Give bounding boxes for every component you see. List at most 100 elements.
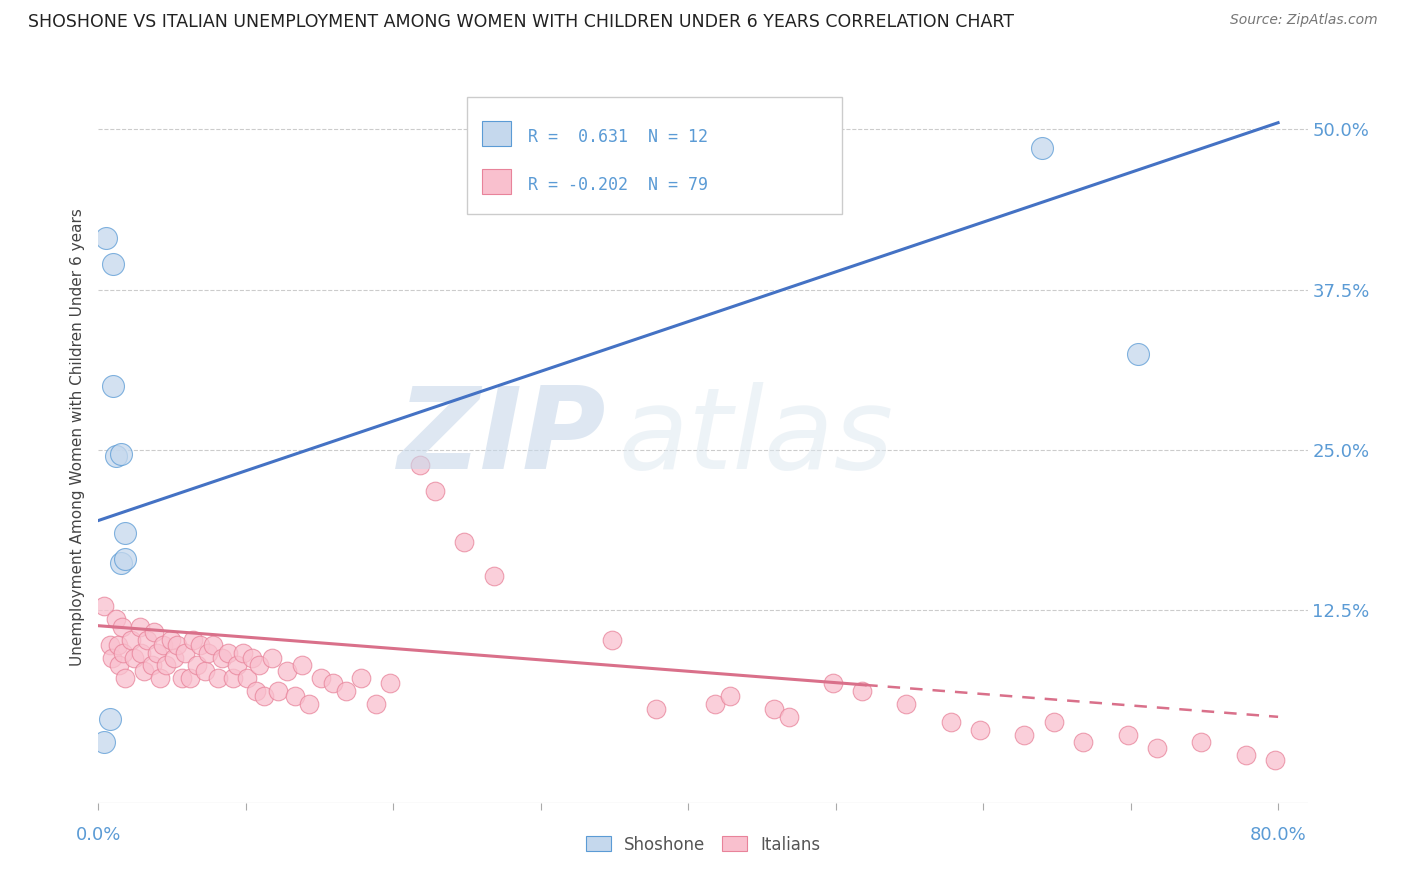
Point [482, 568, 505, 582]
Point [1126, 346, 1149, 360]
FancyBboxPatch shape [482, 169, 512, 194]
Point [276, 664, 298, 678]
Text: ZIP: ZIP [398, 382, 606, 492]
Point [100, 650, 122, 665]
Point [149, 671, 172, 685]
Point [111, 620, 134, 634]
Point [179, 671, 201, 685]
Point [1146, 740, 1168, 755]
Point [112, 646, 135, 660]
Point [159, 632, 181, 647]
Point [322, 676, 344, 690]
Point [226, 658, 249, 673]
Point [194, 664, 217, 678]
Legend: Shoshone, Italians: Shoshone, Italians [579, 829, 827, 860]
Point [221, 671, 243, 685]
Point [380, 676, 402, 690]
Point [778, 710, 800, 724]
Text: R = -0.202  N = 79: R = -0.202 N = 79 [529, 176, 709, 194]
Point [114, 552, 136, 566]
Point [644, 702, 666, 716]
Point [207, 671, 229, 685]
Point [703, 697, 725, 711]
Point [101, 257, 124, 271]
Point [1189, 735, 1212, 749]
Point [1014, 728, 1036, 742]
Point [98, 638, 121, 652]
Point [350, 671, 373, 685]
Point [821, 676, 844, 690]
Text: 0.0%: 0.0% [76, 826, 121, 844]
Point [718, 690, 741, 704]
Point [851, 684, 873, 698]
Point [298, 697, 321, 711]
Point [283, 690, 305, 704]
Point [939, 714, 962, 729]
Point [1264, 754, 1286, 768]
Point [236, 671, 259, 685]
Point [291, 658, 314, 673]
Point [600, 632, 623, 647]
Point [107, 638, 129, 652]
Point [136, 632, 159, 647]
Point [94, 231, 117, 245]
Point [108, 658, 131, 673]
Point [217, 646, 239, 660]
Point [181, 632, 204, 647]
Point [172, 671, 194, 685]
Point [155, 658, 177, 673]
Point [245, 684, 267, 698]
Point [262, 650, 284, 665]
Point [1043, 714, 1066, 729]
Point [122, 650, 145, 665]
Point [188, 638, 211, 652]
Point [143, 625, 166, 640]
Point [101, 378, 124, 392]
Point [1234, 748, 1257, 763]
Point [309, 671, 332, 685]
Point [186, 658, 208, 673]
Text: 80.0%: 80.0% [1250, 826, 1306, 844]
Point [129, 646, 152, 660]
Text: Source: ZipAtlas.com: Source: ZipAtlas.com [1230, 13, 1378, 28]
Point [197, 646, 219, 660]
Point [969, 723, 991, 737]
Point [896, 697, 918, 711]
FancyBboxPatch shape [482, 121, 512, 146]
Point [98, 712, 121, 726]
Point [1073, 735, 1095, 749]
Point [1116, 728, 1139, 742]
FancyBboxPatch shape [467, 97, 842, 214]
Point [114, 671, 136, 685]
Point [134, 664, 156, 678]
Point [453, 535, 475, 549]
Point [364, 697, 387, 711]
Point [267, 684, 290, 698]
Point [114, 526, 136, 541]
Point [141, 658, 163, 673]
Point [93, 735, 115, 749]
Point [202, 638, 225, 652]
Point [110, 447, 132, 461]
Y-axis label: Unemployment Among Women with Children Under 6 years: Unemployment Among Women with Children U… [70, 208, 86, 666]
Point [162, 650, 184, 665]
Point [128, 620, 150, 634]
Text: SHOSHONE VS ITALIAN UNEMPLOYMENT AMONG WOMEN WITH CHILDREN UNDER 6 YEARS CORRELA: SHOSHONE VS ITALIAN UNEMPLOYMENT AMONG W… [28, 13, 1014, 31]
Point [423, 483, 446, 498]
Text: R =  0.631  N = 12: R = 0.631 N = 12 [529, 128, 709, 146]
Point [152, 638, 174, 652]
Point [105, 450, 128, 464]
Point [166, 638, 188, 652]
Point [120, 632, 142, 647]
Point [252, 690, 274, 704]
Point [105, 612, 128, 626]
Point [247, 658, 270, 673]
Point [762, 702, 785, 716]
Point [110, 556, 132, 570]
Point [93, 599, 115, 614]
Point [146, 646, 169, 660]
Point [409, 458, 432, 473]
Point [335, 684, 357, 698]
Point [211, 650, 233, 665]
Point [174, 646, 197, 660]
